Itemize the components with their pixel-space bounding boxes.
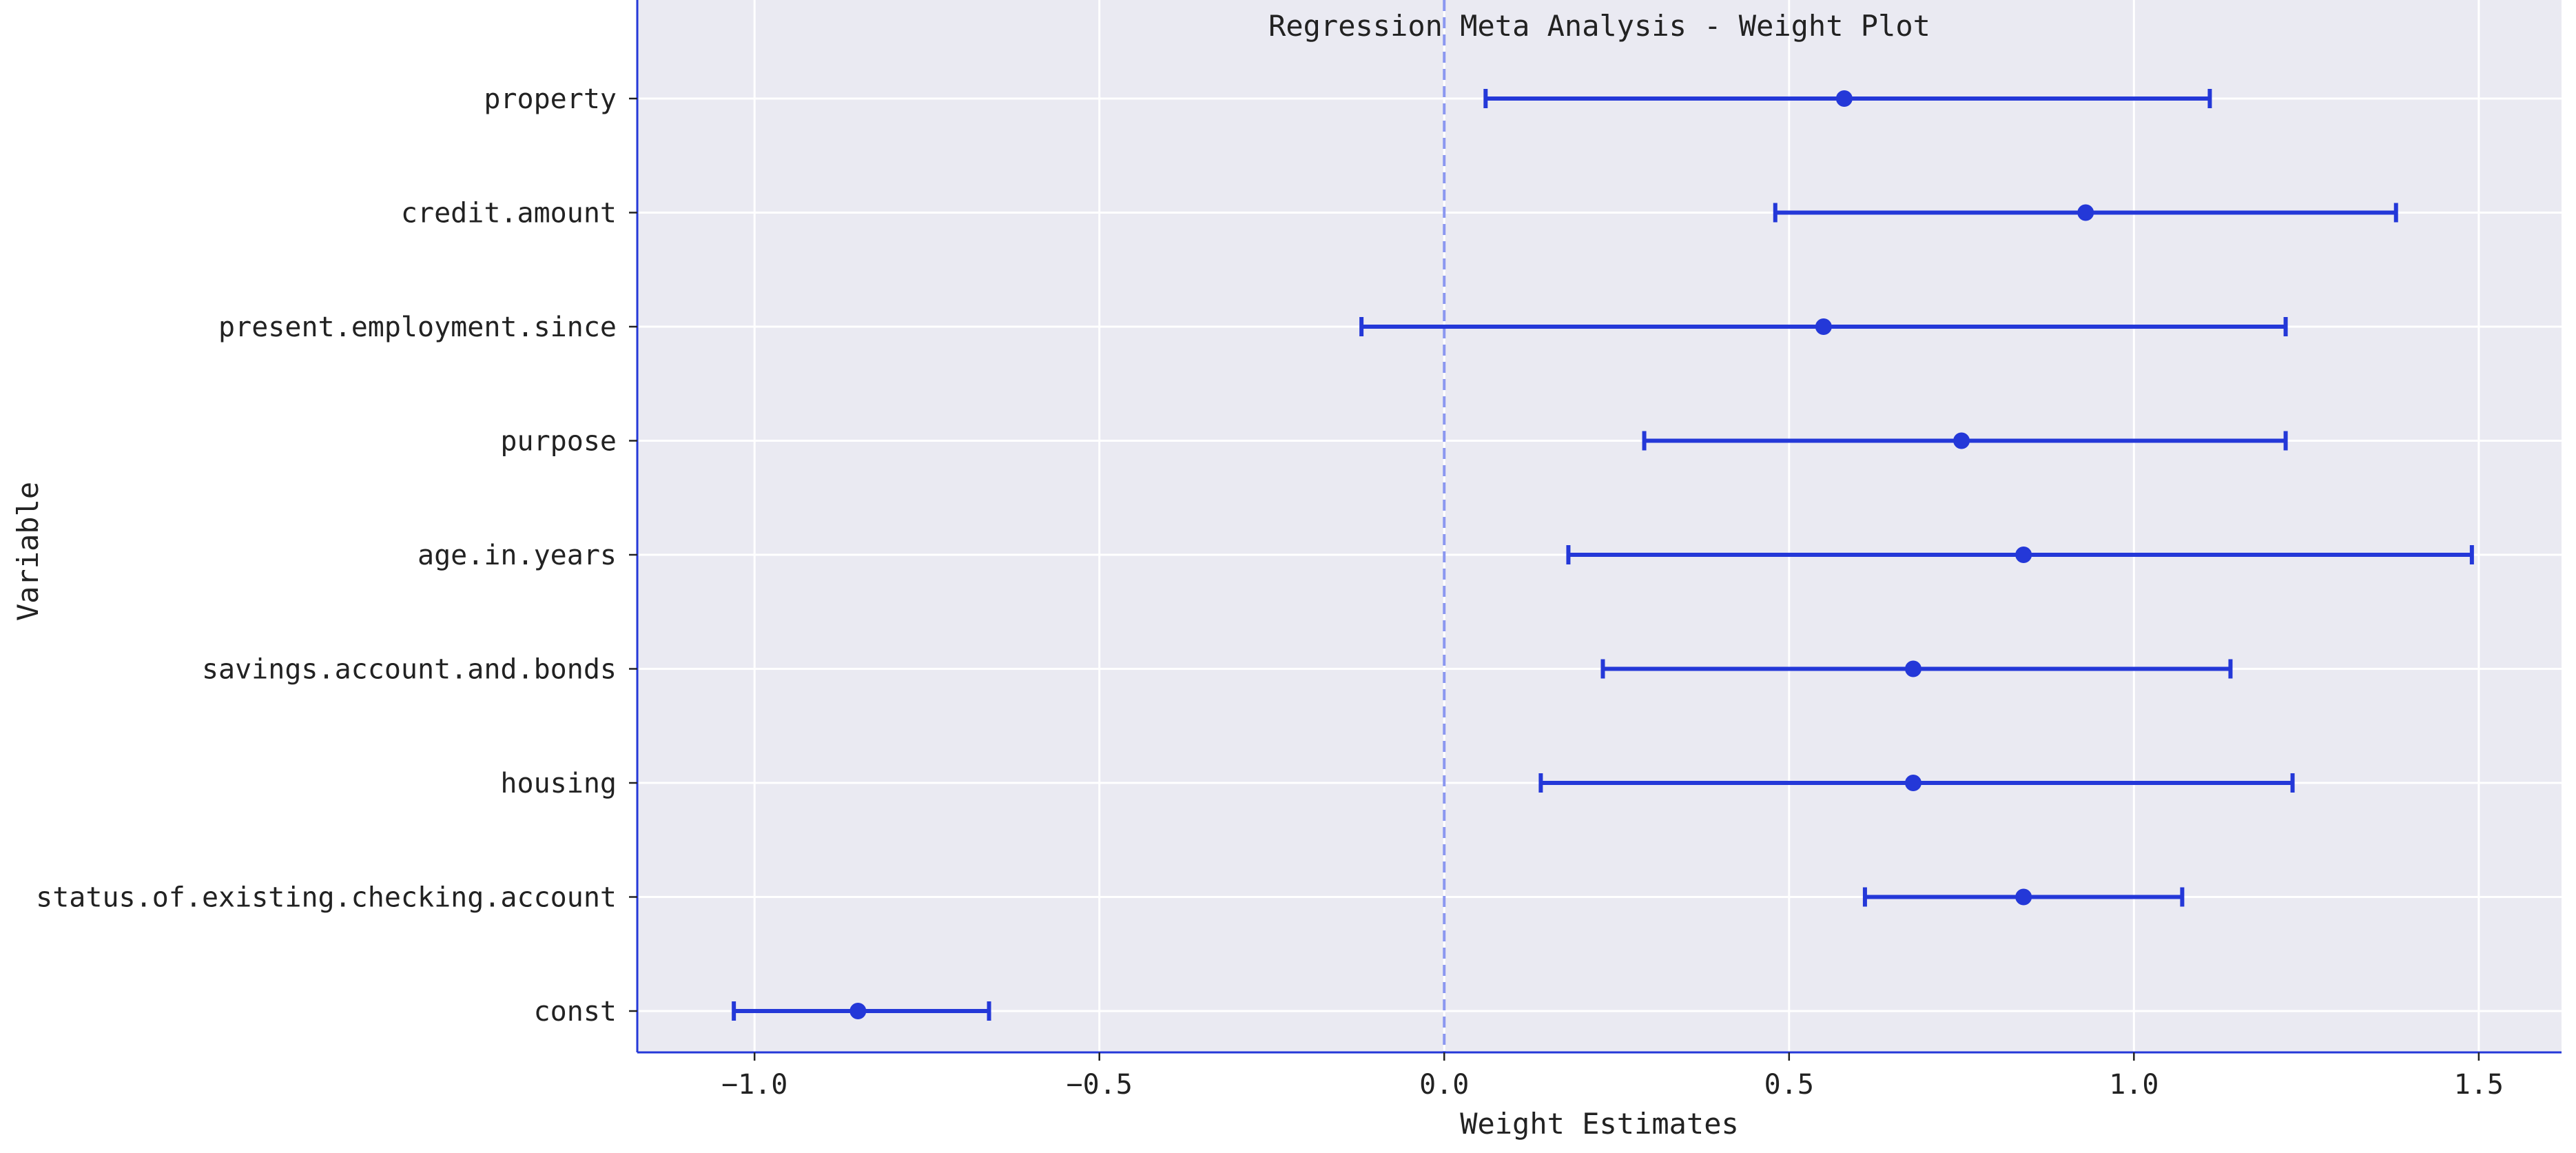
error-bar-property (1483, 89, 2212, 108)
error-bar-present.employment.since (1359, 317, 2288, 336)
x-tick-label: 0.0 (1419, 1069, 1469, 1101)
y-category-label: age.in.years (418, 540, 617, 571)
y-category-label: present.employment.since (218, 312, 617, 343)
x-tick-label: 0.5 (1764, 1069, 1814, 1101)
estimate-point (2015, 888, 2032, 906)
error-bar-housing (1538, 773, 2295, 793)
y-category-label: purpose (500, 426, 617, 458)
y-category-label: housing (500, 768, 617, 799)
x-tick-label: 1.5 (2454, 1069, 2504, 1101)
estimate-point (2015, 547, 2032, 563)
estimate-point (1953, 432, 1970, 449)
x-tick-label: −1.0 (721, 1069, 787, 1101)
error-bar-savings.account.and.bonds (1600, 659, 2233, 679)
y-category-label: property (484, 83, 617, 115)
estimate-point (1904, 775, 1921, 791)
estimate-point (1904, 660, 1921, 677)
estimate-point (2077, 204, 2094, 221)
x-axis-title: Weight Estimates (1460, 1107, 1739, 1141)
x-tick-label: 1.0 (2109, 1069, 2158, 1101)
plot-background (637, 0, 2562, 1052)
error-bar-age.in.years (1566, 545, 2474, 564)
y-category-label: credit.amount (401, 198, 617, 229)
x-tick-label: −0.5 (1067, 1069, 1133, 1101)
estimate-point (849, 1003, 867, 1019)
estimate-point (1815, 318, 1832, 335)
chart-title: Regression Meta Analysis - Weight Plot (1268, 9, 1930, 43)
error-bars (732, 89, 2474, 1021)
error-bar-status.of.existing.checking.account (1862, 887, 2185, 907)
error-bar-credit.amount (1773, 203, 2398, 223)
error-bar-purpose (1642, 431, 2288, 451)
y-category-label: savings.account.and.bonds (202, 654, 617, 686)
x-axis-ticks: −1.0 −0.5 0.0 0.5 1.0 1.5 (721, 1052, 2504, 1101)
y-category-label: status.of.existing.checking.account (36, 882, 617, 914)
y-category-label: const (534, 996, 617, 1028)
estimate-point (1835, 90, 1853, 107)
y-axis-categories: property credit.amount present.employment.… (36, 83, 637, 1028)
error-bar-const (732, 1001, 991, 1021)
y-axis-title: Variable (11, 482, 45, 621)
